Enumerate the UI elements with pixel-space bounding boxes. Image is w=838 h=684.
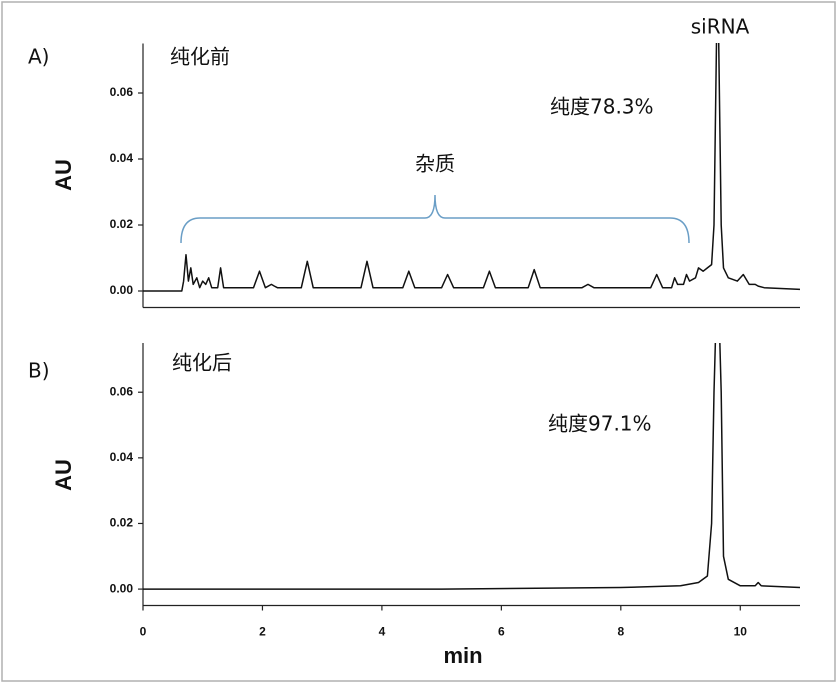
y-tick-label: 0.06	[110, 384, 134, 398]
y-tick-label: 0.02	[110, 516, 134, 530]
peak-label: siRNA	[691, 15, 750, 39]
y-tick-label: 0.02	[110, 217, 134, 231]
annotation: 纯度78.3%	[550, 95, 654, 119]
y-tick-label: 0.00	[110, 581, 134, 595]
y-label: AU	[51, 159, 76, 191]
x-tick-label: 10	[734, 625, 748, 639]
y-tick-label: 0.00	[110, 283, 134, 297]
title: 纯化后	[172, 351, 232, 375]
bracket-label: 杂质	[415, 152, 455, 176]
annotation: 纯度97.1%	[548, 412, 652, 436]
y-tick-label: 0.04	[110, 450, 134, 464]
trace	[143, 343, 800, 590]
x-tick-label: 0	[140, 625, 147, 639]
y-label: AU	[51, 459, 76, 491]
impurity-bracket	[180, 194, 690, 244]
trace	[143, 43, 800, 292]
x-tick-label: 8	[617, 625, 624, 639]
x-tick-label: 2	[259, 625, 266, 639]
x-label: min	[443, 643, 482, 668]
y-tick-label: 0.04	[110, 151, 134, 165]
panel-label: A)	[28, 45, 49, 69]
x-tick-label: 6	[498, 625, 505, 639]
panel-label: B)	[28, 359, 50, 383]
title: 纯化前	[170, 45, 230, 69]
x-tick-label: 4	[379, 625, 386, 639]
y-tick-label: 0.06	[110, 85, 134, 99]
